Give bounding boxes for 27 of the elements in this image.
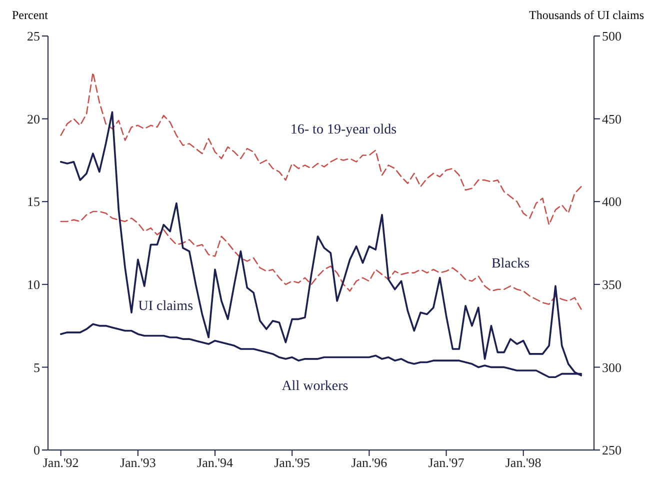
line-series xyxy=(60,210,582,310)
x-tick-label: Jan.'92 xyxy=(42,455,79,470)
y-tick-label: 10 xyxy=(27,277,40,292)
series-label: UI claims xyxy=(138,299,194,314)
x-tick-label: Jan.'94 xyxy=(197,455,234,470)
series-label: All workers xyxy=(282,379,348,394)
y2-tick-label: 350 xyxy=(602,277,622,292)
y-tick-label: 5 xyxy=(34,360,40,375)
x-tick-label: Jan.'98 xyxy=(505,455,542,470)
y2-tick-label: 250 xyxy=(602,442,622,458)
y-tick-label: 25 xyxy=(27,28,40,44)
series-label: 16- to 19-year olds xyxy=(290,122,397,138)
y2-tick-label: 300 xyxy=(602,360,622,375)
series-label: Blacks xyxy=(491,256,530,272)
y-tick-label: 0 xyxy=(34,442,40,458)
y2-tick-label: 450 xyxy=(602,111,622,126)
x-tick-label: Jan.'97 xyxy=(428,455,465,470)
y-tick-label: 20 xyxy=(27,111,40,126)
x-tick-label: Jan.'96 xyxy=(351,455,388,470)
y-axis-title: Percent xyxy=(12,8,48,23)
y2-tick-label: 400 xyxy=(602,194,622,210)
y2-tick-label: 500 xyxy=(602,28,622,44)
x-tick-label: Jan.'93 xyxy=(120,455,156,470)
y2-axis-title: Thousands of UI claims xyxy=(529,8,644,23)
line-series xyxy=(60,72,582,226)
x-tick-label: Jan.'95 xyxy=(274,455,310,470)
y-tick-label: 15 xyxy=(27,194,40,210)
